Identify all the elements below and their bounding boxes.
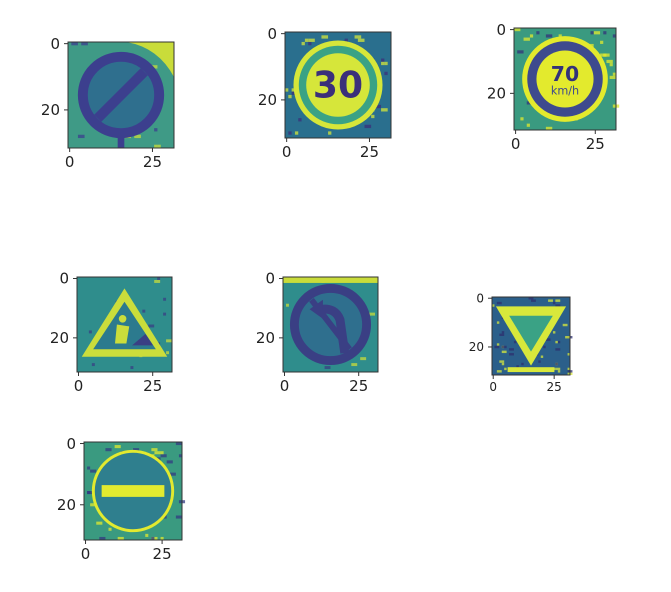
y-tick-label: 20 (469, 340, 484, 354)
image-panel-5: 0 25 0 20 (256, 270, 378, 395)
image-content (492, 297, 572, 375)
sign-number: 70 (551, 62, 579, 86)
y-tick-label: 0 (267, 25, 277, 43)
x-tick-label: 0 (489, 380, 497, 394)
y-tick-label: 0 (476, 291, 484, 305)
image-content: 30 (285, 32, 391, 138)
image-content (77, 277, 172, 372)
x-tick-label: 25 (349, 377, 368, 395)
y-tick-label: 0 (496, 21, 506, 39)
worker-head (119, 315, 127, 323)
y-tick-label: 20 (487, 85, 506, 103)
x-tick-label: 25 (153, 545, 172, 563)
y-tick-label: 0 (59, 270, 69, 288)
y-tick-label: 0 (265, 270, 275, 288)
y-tick-label: 20 (50, 329, 69, 347)
image-content (84, 442, 185, 540)
image-content (68, 42, 174, 148)
image-content (283, 277, 378, 372)
x-tick-label: 0 (65, 153, 75, 171)
sign-unit: km/h (551, 84, 579, 97)
x-tick-label: 0 (74, 377, 84, 395)
x-tick-label: 25 (360, 143, 379, 161)
x-tick-label: 0 (280, 377, 290, 395)
sign-bar (102, 485, 165, 497)
top-edge (283, 277, 378, 283)
image-panel-1: 0 25 0 20 (41, 35, 174, 171)
image-panel-7: 0 25 0 20 (57, 435, 185, 563)
x-tick-label: 0 (282, 143, 292, 161)
x-tick-label: 25 (547, 380, 562, 394)
image-panel-2: 30 0 25 0 20 (258, 25, 391, 161)
x-tick-label: 25 (586, 135, 605, 153)
y-tick-label: 0 (66, 435, 76, 453)
sign-number: 30 (313, 66, 363, 107)
x-tick-label: 0 (81, 545, 91, 563)
y-tick-label: 20 (41, 101, 60, 119)
image-panel-6: 0 25 0 20 (469, 291, 573, 394)
y-tick-label: 0 (50, 35, 60, 53)
x-tick-label: 25 (143, 377, 162, 395)
y-tick-label: 20 (57, 496, 76, 514)
bottom-strip (508, 367, 555, 372)
y-tick-label: 20 (256, 329, 275, 347)
x-tick-label: 0 (511, 135, 521, 153)
image-panel-4: 0 25 0 20 (50, 270, 172, 395)
x-tick-label: 25 (143, 153, 162, 171)
y-tick-label: 20 (258, 91, 277, 109)
